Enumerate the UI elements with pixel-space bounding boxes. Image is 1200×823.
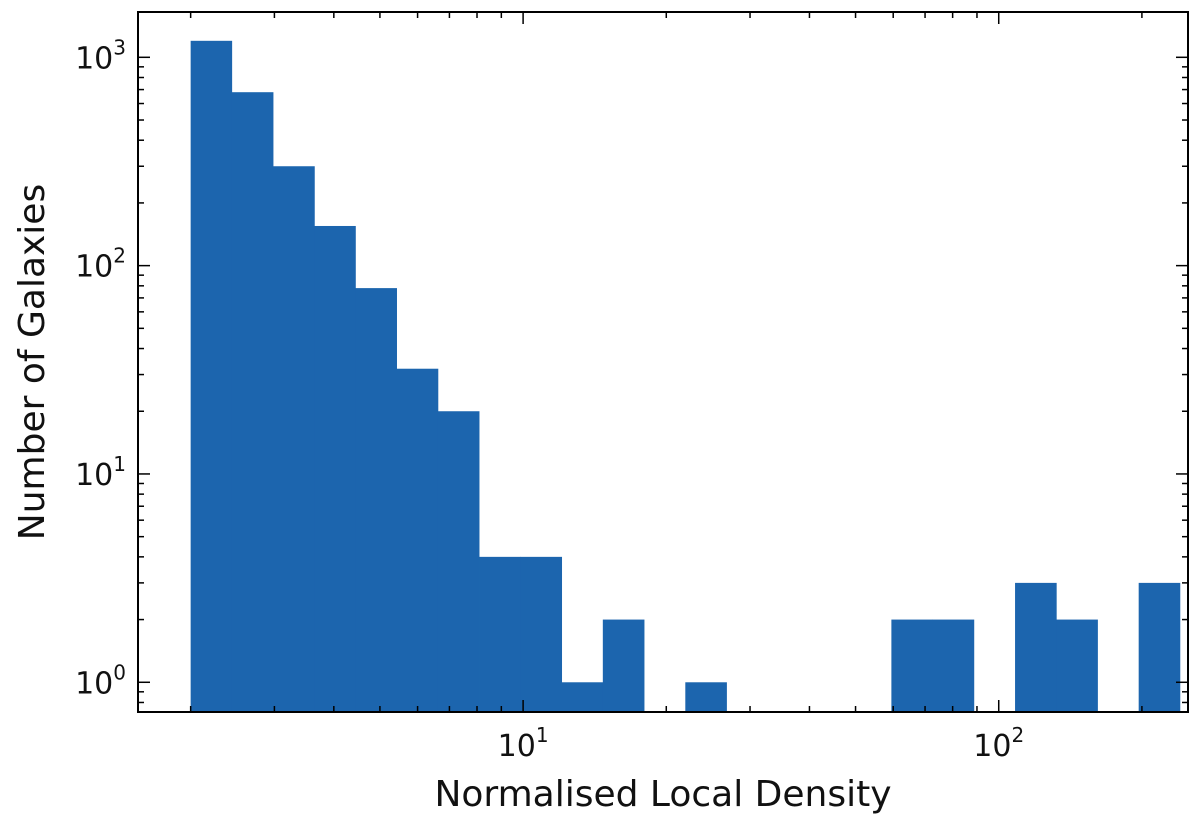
histogram-bar <box>1056 619 1098 712</box>
histogram-bar <box>479 556 521 712</box>
histogram-bar <box>520 556 563 712</box>
y-tick-label: 101 <box>75 452 126 493</box>
histogram-bar <box>231 92 274 712</box>
y-tick-label: 103 <box>75 35 126 76</box>
histogram-bar <box>891 619 933 712</box>
x-tick-label: 102 <box>973 723 1024 764</box>
histogram-bar <box>355 288 397 712</box>
histogram-bar <box>396 368 439 712</box>
x-axis-label: Normalised Local Density <box>434 774 891 815</box>
axis-ticks: 101 102 100 101 102 103 <box>75 12 1188 764</box>
histogram-bar <box>1015 582 1057 712</box>
histogram-bar <box>602 619 645 712</box>
x-tick-label: 101 <box>498 723 549 764</box>
histogram-bar <box>561 682 604 712</box>
y-tick-label: 100 <box>75 660 126 701</box>
histogram-bars <box>190 40 1181 713</box>
y-axis-label: Number of Galaxies <box>12 184 53 540</box>
histogram-bar <box>437 411 480 712</box>
histogram-bar <box>273 166 315 713</box>
histogram-bar <box>1138 582 1181 712</box>
histogram-bar <box>685 682 727 712</box>
histogram-bar <box>190 40 233 713</box>
plot-frame <box>137 11 1189 713</box>
histogram-bar <box>314 225 356 713</box>
y-tick-label: 102 <box>75 244 126 285</box>
histogram-bar <box>932 619 975 712</box>
